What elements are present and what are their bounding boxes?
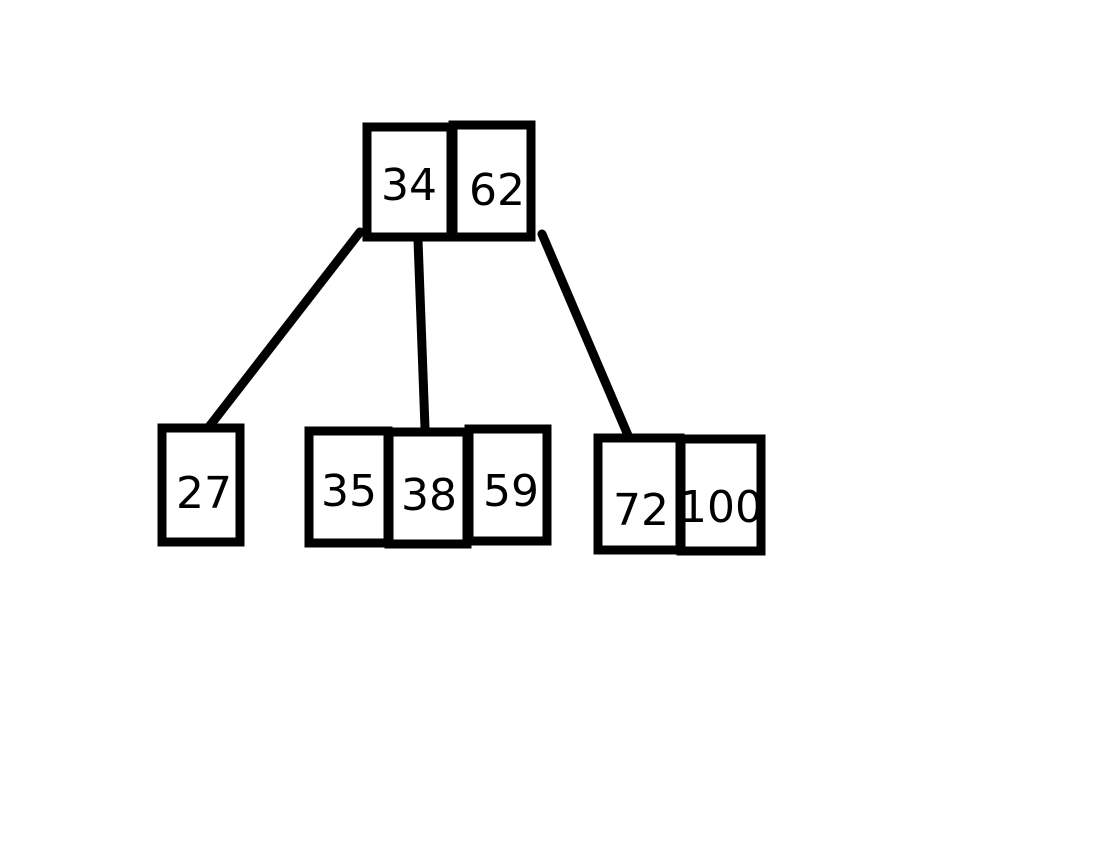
key-cell: 35	[304, 426, 393, 548]
key-label: 27	[176, 468, 232, 519]
key-cell: 100	[676, 434, 766, 556]
edge-root-to-child-1	[200, 227, 365, 437]
key-label: 38	[401, 470, 457, 521]
key-label: 100	[679, 482, 763, 533]
key-cell: 27	[157, 423, 245, 547]
child-node-1: 27	[157, 423, 245, 547]
child-node-2: 35 38 59	[304, 424, 552, 549]
root-node: 34 62	[362, 120, 536, 242]
key-cell: 59	[464, 424, 552, 546]
key-label: 62	[469, 165, 525, 216]
key-label: 35	[321, 466, 377, 517]
key-cell: 72	[593, 433, 685, 555]
key-cell: 38	[384, 427, 472, 549]
edge-root-to-child-3	[537, 229, 635, 445]
child-node-3: 72 100	[593, 433, 766, 556]
edge-root-to-child-2	[413, 235, 430, 433]
key-cell: 62	[448, 120, 536, 242]
key-label: 59	[483, 466, 539, 517]
key-label: 34	[381, 160, 437, 211]
key-label: 72	[613, 485, 669, 536]
key-cell: 34	[362, 122, 456, 242]
